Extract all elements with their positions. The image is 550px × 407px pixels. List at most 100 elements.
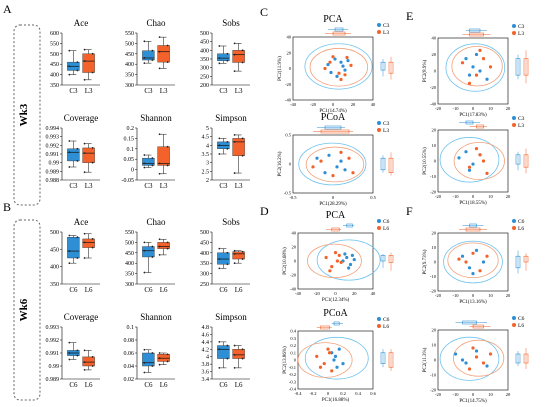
legend-label: C6 [383,219,390,225]
scatter-point [467,165,472,169]
scatter-point [347,156,351,160]
y-tick-label: 400 [200,251,209,257]
data-point [218,366,221,369]
legend-label: L6 [518,323,524,329]
scatter-point [343,73,347,77]
data-point [166,145,169,148]
legend-label: C6 [518,219,525,225]
scatter-point [315,156,319,160]
y-axis-label: PC2(16.2%) [278,151,283,176]
scatter-point [345,255,349,260]
scatter-point [478,269,482,273]
x-tick-label: C3 [144,182,153,190]
box-c6 [142,352,155,367]
legend-marker [512,31,516,35]
scatter-point [329,70,333,75]
box-l3 [232,50,245,63]
data-point [91,161,94,164]
y-tick-label: -20 [430,85,437,90]
x-tick-label: -10 [453,293,460,298]
y-tick-label: 0.08 [124,338,135,344]
ordination-title: PCoA [321,112,346,123]
x-tick-label: 0.2 [340,391,346,396]
y-tick-label: 400 [50,73,59,79]
confidence-ellipse [439,336,500,381]
data-point [218,45,221,47]
box-title: Simpson [215,113,247,123]
data-point [143,162,146,165]
marginal-box-right [515,353,521,364]
scatter-point [343,68,347,72]
scatter-point [335,74,339,78]
data-point [218,137,221,140]
data-point [76,236,79,239]
y-tick-label: 20 [432,52,437,57]
data-point [158,253,161,256]
x-tick-label: 0 [472,293,475,298]
data-point [241,258,244,260]
x-tick-label: L3 [235,182,243,190]
data-point [76,147,79,150]
x-tick-label: -20 [435,106,442,111]
data-point [218,267,221,270]
scatter-point [348,262,353,267]
scatter-point [319,159,323,163]
ordination-title: PCoA [323,308,348,319]
y-tick-label: 4 [206,143,209,149]
data-point [241,348,244,351]
data-point [76,61,79,64]
data-point [151,365,154,367]
scatter-point [350,253,354,257]
x-axis-label: PC1(14.74%) [319,109,347,114]
box-l6 [82,356,95,367]
scatter-point [335,259,339,263]
y-tick-label: 0.04 [124,364,135,370]
x-tick-label: 0 [472,392,475,397]
y-tick-label: 600 [50,31,59,37]
data-point [68,234,71,237]
y-tick-label: 3.4 [202,377,210,383]
x-axis-label: PC1(28.29%) [319,202,347,207]
y-tick-label: 0.992 [46,338,60,344]
ordination-title: PCA [323,14,343,25]
marginal-box-top [334,27,344,32]
scatter-point [339,159,343,163]
y-tick-label: 0.993 [46,135,60,141]
x-tick-label: 40 [371,102,376,107]
data-point [218,57,221,60]
marginal-box-right [380,157,386,171]
box-l6 [157,242,170,249]
data-point [83,241,86,244]
data-point [151,256,154,258]
data-point [83,361,86,363]
data-point [166,353,169,356]
data-point [76,160,79,162]
x-tick-label: 20 [506,293,511,298]
x-tick-label: L6 [160,286,168,294]
scatter-point [341,362,345,366]
scatter-point [457,156,461,160]
y-tick-label: 0.06 [124,351,135,357]
data-point [158,133,161,136]
scatter-point [481,159,486,163]
data-point [218,247,221,250]
data-point [166,360,169,363]
data-point [158,238,161,241]
y-tick-label: 250 [200,74,209,80]
x-tick-label: 0.4 [355,391,361,396]
box-title: Ace [74,217,89,227]
x-tick-label: 20 [351,102,356,107]
x-axis-label: PC1(16.88%) [322,398,350,403]
scatter-point [347,266,351,270]
data-point [233,252,236,255]
x-tick-label: -0.4 [294,391,302,396]
y-tick-label: 450 [200,40,209,46]
x-tick-label: 0 [472,194,475,199]
data-point [91,246,94,249]
box-title: Sobs [222,217,240,227]
box-c3 [67,148,80,162]
data-point [218,348,221,351]
y-tick-label: -20 [430,190,437,195]
scatter-point [339,77,343,82]
y-tick-label: 300 [125,282,134,288]
